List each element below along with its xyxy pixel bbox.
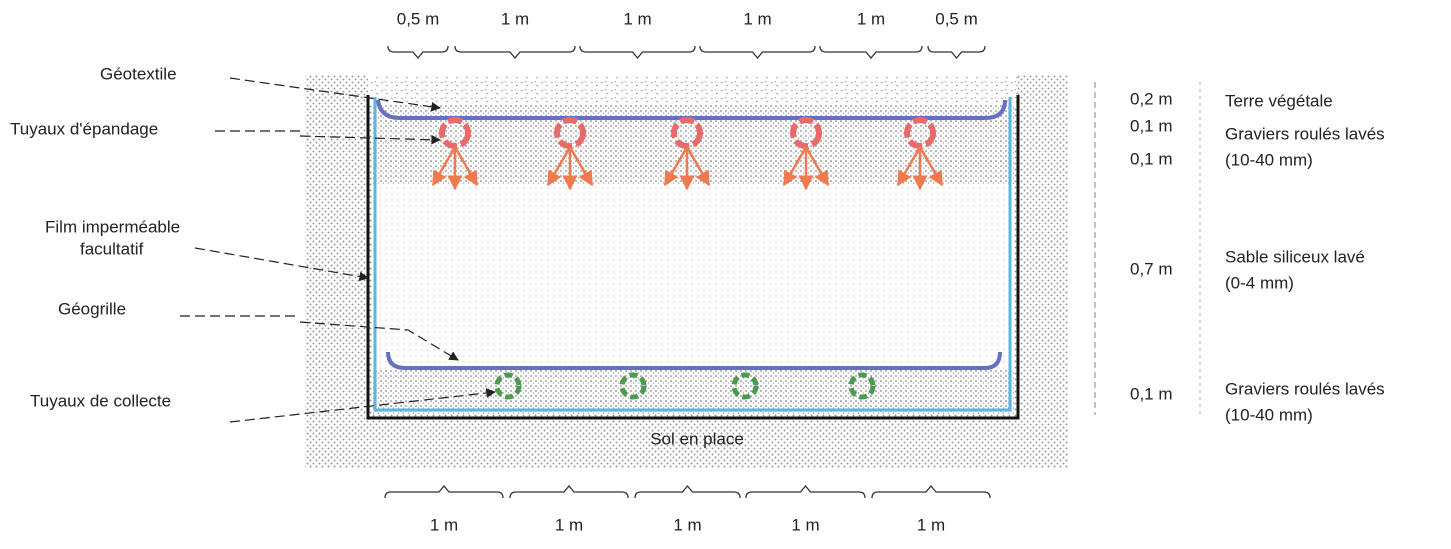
spray-arrow [546, 146, 572, 187]
center-label: Sol en place [650, 429, 744, 448]
spray-arrow [568, 146, 594, 187]
dimension-brace [509, 484, 629, 499]
layer-label: Sable siliceux lavé [1225, 247, 1365, 266]
spray-arrow [431, 146, 457, 187]
collection-pipe [731, 372, 759, 400]
gravel-bottom [372, 370, 1014, 414]
trench-wall [366, 95, 1020, 420]
spray-arrow [896, 146, 922, 187]
leader-line [229, 77, 441, 112]
layer-label: Graviers roulés lavés [1225, 379, 1385, 398]
depth-label: 0,1 m [1130, 149, 1173, 168]
spreader-pipe [671, 117, 703, 149]
leader-line [215, 131, 440, 140]
collection-pipe [848, 372, 876, 400]
bottom-dimension: 1 m [555, 515, 583, 534]
dimension-brace [634, 484, 741, 499]
left-label: Tuyaux d'épandage [10, 119, 158, 138]
layer-label: Terre végétale [1225, 91, 1333, 110]
left-label: Film imperméable [45, 217, 180, 236]
dimension-brace [745, 484, 866, 499]
bottom-dimension: 1 m [673, 515, 701, 534]
dimension-brace [819, 45, 923, 60]
spray-arrow [804, 146, 830, 187]
dimension-brace [387, 45, 449, 60]
geogrid [386, 351, 1002, 370]
top-dimension: 0,5 m [397, 9, 440, 28]
top-dimension: 1 m [857, 9, 885, 28]
sand [372, 185, 1014, 370]
left-label: Géotextile [100, 64, 177, 83]
depth-label: 0,1 m [1130, 116, 1173, 135]
layer-label: Graviers roulés lavés [1225, 124, 1385, 143]
top-dimension: 1 m [623, 9, 651, 28]
spray-arrow [685, 146, 711, 187]
dimension-brace [927, 45, 986, 60]
bottom-dimension: 1 m [430, 515, 458, 534]
layer-label: (10-40 mm) [1225, 150, 1313, 169]
top-dimension: 1 m [501, 9, 529, 28]
dimension-brace [699, 45, 816, 60]
layer-label: (10-40 mm) [1225, 405, 1313, 424]
left-label: Géogrille [58, 299, 126, 318]
topsoil [368, 75, 1018, 105]
top-dimension: 0,5 m [935, 9, 978, 28]
leader-line [180, 315, 458, 360]
depth-label: 0,1 m [1130, 384, 1173, 403]
left-label: facultatif [80, 239, 144, 258]
collection-pipe [494, 372, 522, 400]
spreader-pipe [904, 117, 936, 149]
depth-label: 0,7 m [1130, 259, 1173, 278]
collection-pipe [619, 372, 647, 400]
liner [373, 97, 1012, 412]
dimension-brace [454, 45, 576, 60]
bottom-dimension: 1 m [791, 515, 819, 534]
spray-arrow [782, 146, 808, 187]
dimension-brace [579, 45, 696, 60]
layer-label: (0-4 mm) [1225, 273, 1294, 292]
bottom-dimension: 1 m [917, 515, 945, 534]
spreader-pipe [790, 117, 822, 149]
spray-arrow [663, 146, 689, 187]
top-dimension: 1 m [743, 9, 771, 28]
spray-arrow [918, 146, 944, 187]
left-label: Tuyaux de collecte [30, 391, 171, 410]
spray-arrow [453, 146, 479, 187]
depth-label: 0,2 m [1130, 89, 1173, 108]
dimension-brace [384, 484, 504, 499]
spreader-pipe [554, 117, 586, 149]
dimension-brace [871, 484, 991, 499]
